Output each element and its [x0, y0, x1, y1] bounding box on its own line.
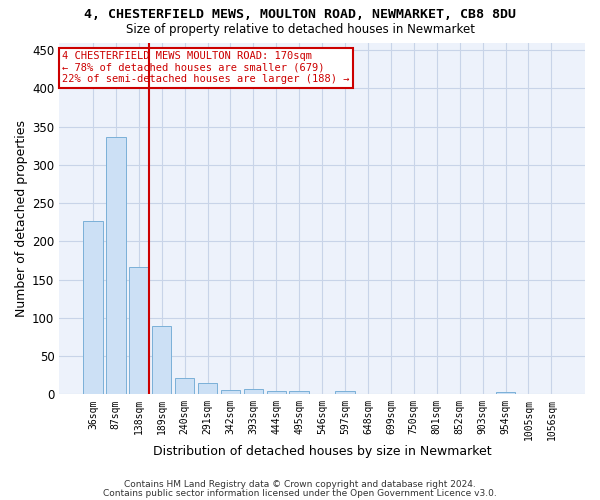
Text: Size of property relative to detached houses in Newmarket: Size of property relative to detached ho… [125, 22, 475, 36]
Bar [129, 266, 149, 394]
Bar [83, 220, 103, 394]
Y-axis label: Number of detached properties: Number of detached properties [15, 120, 28, 317]
Bar [335, 392, 355, 394]
X-axis label: Distribution of detached houses by size in Newmarket: Distribution of detached houses by size … [153, 444, 491, 458]
Text: 4, CHESTERFIELD MEWS, MOULTON ROAD, NEWMARKET, CB8 8DU: 4, CHESTERFIELD MEWS, MOULTON ROAD, NEWM… [84, 8, 516, 20]
Bar [289, 390, 309, 394]
Bar [221, 390, 240, 394]
Bar [152, 326, 172, 394]
Bar [198, 383, 217, 394]
Text: Contains public sector information licensed under the Open Government Licence v3: Contains public sector information licen… [103, 488, 497, 498]
Bar [266, 390, 286, 394]
Text: 4 CHESTERFIELD MEWS MOULTON ROAD: 170sqm
← 78% of detached houses are smaller (6: 4 CHESTERFIELD MEWS MOULTON ROAD: 170sqm… [62, 52, 349, 84]
Bar [244, 389, 263, 394]
Text: Contains HM Land Registry data © Crown copyright and database right 2024.: Contains HM Land Registry data © Crown c… [124, 480, 476, 489]
Bar [496, 392, 515, 394]
Bar [175, 378, 194, 394]
Bar [106, 138, 125, 394]
